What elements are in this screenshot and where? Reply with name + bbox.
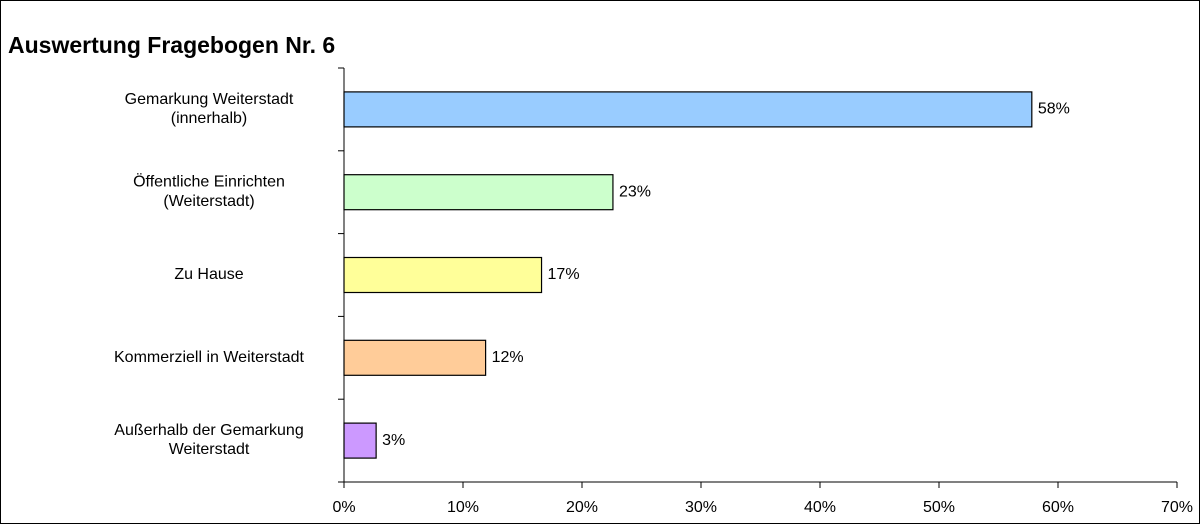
data-label: 17% xyxy=(548,266,580,283)
data-label: 23% xyxy=(619,183,651,200)
bar xyxy=(343,91,1033,128)
x-tick-label: 40% xyxy=(804,499,836,516)
y-tick-label: Zu Hause xyxy=(174,266,243,283)
x-tick-label: 70% xyxy=(1161,499,1193,516)
y-tick-label: Außerhalb der Gemarkung Weiterstadt xyxy=(114,422,303,458)
y-tick-label: Öffentliche Einrichten (Weiterstadt) xyxy=(133,173,285,210)
x-tick-label: 30% xyxy=(685,499,717,516)
x-tick-label: 10% xyxy=(447,499,479,516)
x-tick-label: 50% xyxy=(923,499,955,516)
chart-title: Auswertung Fragebogen Nr. 6 xyxy=(8,32,335,58)
bar xyxy=(343,174,614,211)
x-tick-label: 0% xyxy=(332,499,355,516)
x-tick-label: 20% xyxy=(566,499,598,516)
y-tick-label: Kommerziell in Weiterstadt xyxy=(114,349,305,366)
bar xyxy=(343,339,487,376)
bar xyxy=(343,256,543,294)
data-label: 58% xyxy=(1038,101,1070,118)
data-label: 12% xyxy=(492,349,524,366)
y-tick-label: Gemarkung Weiterstadt (innerhalb) xyxy=(125,91,294,127)
data-label: 3% xyxy=(382,432,405,449)
bar xyxy=(343,422,377,459)
x-tick-label: 60% xyxy=(1042,499,1074,516)
